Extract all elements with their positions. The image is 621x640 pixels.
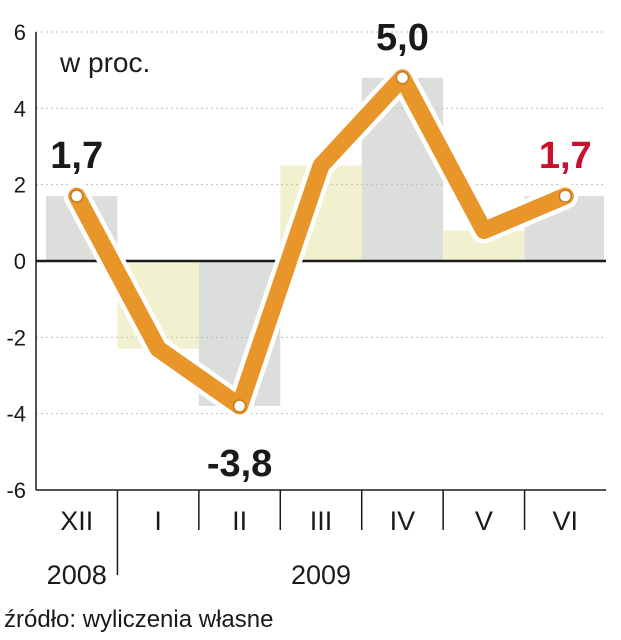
data-label-IV: 5,0 xyxy=(376,17,429,59)
gridlines xyxy=(35,31,606,491)
data-label-II: -3,8 xyxy=(207,443,272,485)
x-tick-label-V: V xyxy=(475,506,493,536)
data-point-VI xyxy=(558,189,573,203)
x-tick-label-II: II xyxy=(232,506,247,536)
source-note: źródło: wyliczenia własne xyxy=(4,606,274,633)
series-line-path xyxy=(68,69,574,415)
x-tick-label-IV: IV xyxy=(390,506,416,536)
year-label-2009: 2009 xyxy=(291,560,351,590)
y-tick-label: 0 xyxy=(14,249,26,274)
data-point-XII xyxy=(69,189,84,203)
y-tick-label: -6 xyxy=(6,478,26,503)
x-tick-label-VI: VI xyxy=(553,506,579,536)
y-tick-label: 6 xyxy=(14,20,26,45)
x-tick-label-I: I xyxy=(154,506,162,536)
data-label-XII: 1,7 xyxy=(50,135,103,177)
y-tick-label: -2 xyxy=(6,325,26,350)
y-tick-label: 4 xyxy=(14,96,26,121)
x-tick-label-XII: XII xyxy=(60,506,93,536)
data-label-VI: 1,7 xyxy=(539,135,592,177)
column-bands xyxy=(46,77,604,407)
y-tick-label: 2 xyxy=(14,173,26,198)
data-point-II xyxy=(232,399,247,413)
unit-label: w proc. xyxy=(59,47,150,78)
data-point-IV xyxy=(395,71,410,85)
series-line xyxy=(63,64,579,419)
data-labels: 1,7 -3,8 5,0 1,7 xyxy=(50,17,591,485)
year-label-2008: 2008 xyxy=(47,560,107,590)
y-tick-label: -4 xyxy=(6,402,26,427)
x-tick-label-III: III xyxy=(310,506,333,536)
y-axis-ticks: 6 4 2 0 -2 -4 -6 xyxy=(6,20,26,503)
